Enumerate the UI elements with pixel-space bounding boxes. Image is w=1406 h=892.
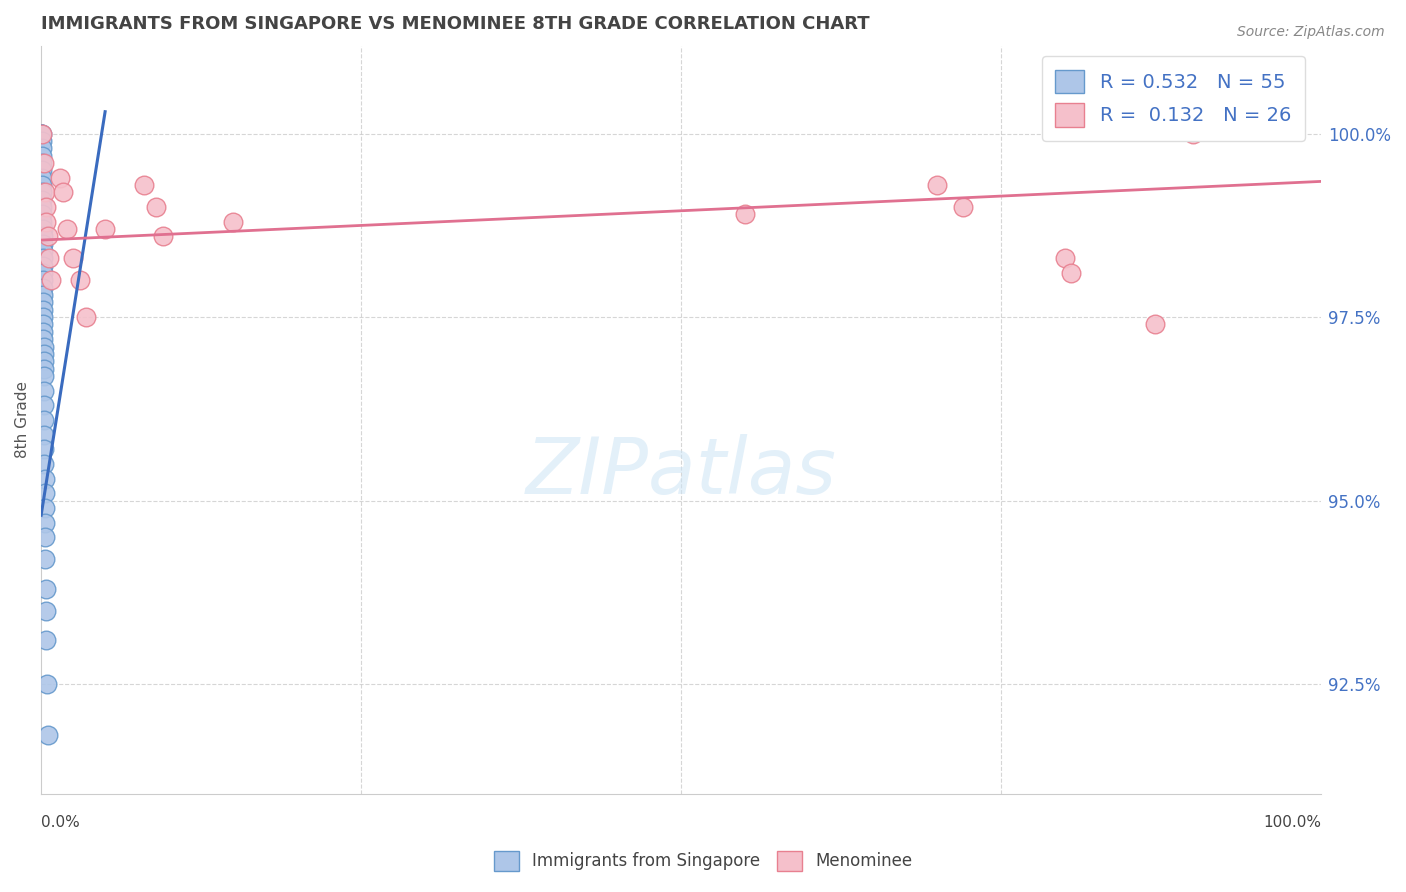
Point bbox=[37, 728, 59, 742]
Point bbox=[31, 163, 53, 178]
Point bbox=[31, 207, 53, 221]
Point bbox=[31, 127, 53, 141]
Point bbox=[31, 215, 53, 229]
Point bbox=[30, 127, 52, 141]
Point bbox=[152, 229, 174, 244]
Point bbox=[94, 222, 117, 236]
Point bbox=[34, 530, 56, 544]
Point bbox=[1054, 252, 1077, 266]
Text: 0.0%: 0.0% bbox=[41, 814, 80, 830]
Point bbox=[32, 332, 55, 346]
Point bbox=[32, 295, 55, 310]
Point bbox=[34, 186, 56, 200]
Point bbox=[31, 156, 53, 170]
Point bbox=[34, 552, 56, 566]
Point bbox=[34, 442, 56, 457]
Point bbox=[31, 127, 53, 141]
Point bbox=[1143, 318, 1166, 332]
Point bbox=[32, 318, 55, 332]
Text: Source: ZipAtlas.com: Source: ZipAtlas.com bbox=[1237, 25, 1385, 39]
Point bbox=[55, 222, 77, 236]
Point bbox=[31, 170, 53, 185]
Point bbox=[1060, 266, 1083, 280]
Point bbox=[32, 302, 55, 317]
Text: ZIPatlas: ZIPatlas bbox=[526, 434, 837, 510]
Point bbox=[31, 149, 53, 163]
Point bbox=[32, 310, 55, 325]
Point bbox=[35, 632, 58, 647]
Point bbox=[31, 252, 53, 266]
Text: 100.0%: 100.0% bbox=[1263, 814, 1322, 830]
Point bbox=[31, 178, 53, 192]
Point bbox=[34, 200, 56, 214]
Point bbox=[52, 186, 75, 200]
Point bbox=[35, 604, 58, 618]
Point bbox=[952, 200, 974, 214]
Point bbox=[34, 486, 56, 500]
Point bbox=[32, 384, 55, 398]
Legend: Immigrants from Singapore, Menominee: Immigrants from Singapore, Menominee bbox=[485, 842, 921, 880]
Point bbox=[132, 178, 155, 192]
Point bbox=[734, 207, 756, 221]
Point bbox=[31, 141, 53, 155]
Point bbox=[31, 259, 53, 273]
Point bbox=[34, 500, 56, 515]
Point bbox=[31, 222, 53, 236]
Point bbox=[32, 281, 55, 295]
Point bbox=[31, 229, 53, 244]
Point bbox=[32, 288, 55, 302]
Point bbox=[32, 413, 55, 427]
Legend: R = 0.532   N = 55, R =  0.132   N = 26: R = 0.532 N = 55, R = 0.132 N = 26 bbox=[1042, 56, 1305, 141]
Point bbox=[49, 170, 72, 185]
Point bbox=[32, 368, 55, 383]
Point bbox=[34, 472, 56, 486]
Point bbox=[32, 266, 55, 280]
Point bbox=[31, 127, 53, 141]
Point bbox=[31, 134, 53, 148]
Point bbox=[32, 347, 55, 361]
Point bbox=[34, 457, 56, 471]
Point bbox=[32, 398, 55, 412]
Point bbox=[31, 244, 53, 259]
Point bbox=[32, 273, 55, 287]
Point bbox=[41, 273, 63, 287]
Point bbox=[75, 310, 97, 325]
Point bbox=[62, 252, 84, 266]
Point bbox=[34, 156, 56, 170]
Point bbox=[31, 200, 53, 214]
Point bbox=[222, 215, 245, 229]
Point bbox=[38, 252, 60, 266]
Point bbox=[925, 178, 948, 192]
Point bbox=[31, 193, 53, 207]
Y-axis label: 8th Grade: 8th Grade bbox=[15, 382, 30, 458]
Point bbox=[32, 354, 55, 368]
Point bbox=[34, 516, 56, 530]
Point bbox=[35, 215, 58, 229]
Point bbox=[32, 325, 55, 339]
Point bbox=[69, 273, 91, 287]
Point bbox=[34, 427, 56, 442]
Point bbox=[35, 677, 58, 691]
Point bbox=[37, 229, 59, 244]
Point bbox=[34, 582, 56, 596]
Point bbox=[32, 339, 55, 353]
Point bbox=[30, 127, 52, 141]
Point bbox=[31, 236, 53, 251]
Point bbox=[1182, 127, 1205, 141]
Point bbox=[31, 127, 53, 141]
Text: IMMIGRANTS FROM SINGAPORE VS MENOMINEE 8TH GRADE CORRELATION CHART: IMMIGRANTS FROM SINGAPORE VS MENOMINEE 8… bbox=[41, 15, 870, 33]
Point bbox=[32, 361, 55, 376]
Point bbox=[31, 186, 53, 200]
Point bbox=[145, 200, 167, 214]
